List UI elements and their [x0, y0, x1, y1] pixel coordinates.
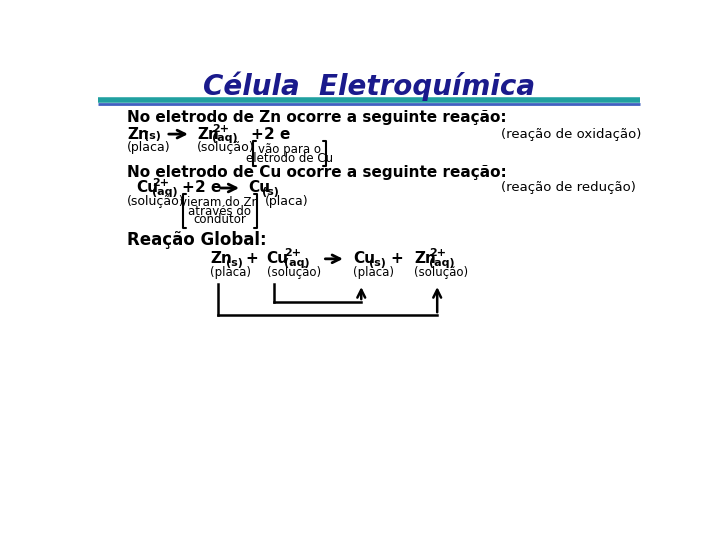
Text: +: +	[245, 251, 258, 266]
Text: (placa): (placa)	[210, 266, 251, 279]
Text: (s): (s)	[369, 258, 386, 268]
Text: Zn: Zn	[127, 126, 149, 141]
Text: (aq): (aq)	[284, 258, 310, 268]
Text: No eletrodo de Zn ocorre a seguinte reação:: No eletrodo de Zn ocorre a seguinte reaç…	[127, 110, 507, 125]
Text: (placa): (placa)	[127, 141, 171, 154]
Text: Cu: Cu	[266, 251, 289, 266]
Text: Cu: Cu	[137, 180, 158, 195]
Text: vão para o: vão para o	[258, 143, 321, 156]
Text: através do: através do	[189, 205, 251, 218]
Text: condutor: condutor	[194, 213, 246, 226]
Text: (s): (s)	[144, 131, 161, 141]
Text: +: +	[251, 126, 264, 141]
Text: (s): (s)	[262, 187, 279, 197]
Text: 2+: 2+	[284, 248, 301, 259]
Text: Zn: Zn	[210, 251, 232, 266]
Text: No eletrodo de Cu ocorre a seguinte reação:: No eletrodo de Cu ocorre a seguinte reaç…	[127, 165, 507, 180]
Text: (aq): (aq)	[429, 258, 455, 268]
Text: (solução): (solução)	[127, 195, 185, 208]
Text: 2+: 2+	[429, 248, 446, 259]
Text: (reação de oxidação): (reação de oxidação)	[500, 127, 641, 140]
Text: (solução): (solução)	[414, 266, 468, 279]
Text: +: +	[390, 251, 402, 266]
Text: Zn: Zn	[197, 126, 219, 141]
Text: 2+: 2+	[212, 124, 230, 134]
Text: (s): (s)	[225, 258, 243, 268]
Text: vieram do Zn: vieram do Zn	[180, 196, 259, 209]
Text: eletrodo de Cu: eletrodo de Cu	[246, 152, 333, 165]
Text: (placa): (placa)	[264, 195, 308, 208]
Text: (aq): (aq)	[212, 133, 238, 143]
Text: (reação de redução): (reação de redução)	[500, 181, 636, 194]
Text: Zn: Zn	[414, 251, 436, 266]
Text: 2 e: 2 e	[264, 126, 291, 141]
Text: +: +	[181, 180, 194, 195]
Text: 2+: 2+	[152, 178, 169, 187]
Text: (placa): (placa)	[354, 266, 395, 279]
Text: Cu: Cu	[354, 251, 376, 266]
Text: Célula  Eletroquímica: Célula Eletroquímica	[203, 72, 535, 101]
Text: Cu: Cu	[248, 180, 270, 195]
Text: (aq): (aq)	[152, 187, 178, 197]
Text: (solução): (solução)	[197, 141, 255, 154]
Text: 2 e: 2 e	[195, 180, 222, 195]
Text: (solução): (solução)	[266, 266, 321, 279]
Text: Reação Global:: Reação Global:	[127, 231, 267, 249]
